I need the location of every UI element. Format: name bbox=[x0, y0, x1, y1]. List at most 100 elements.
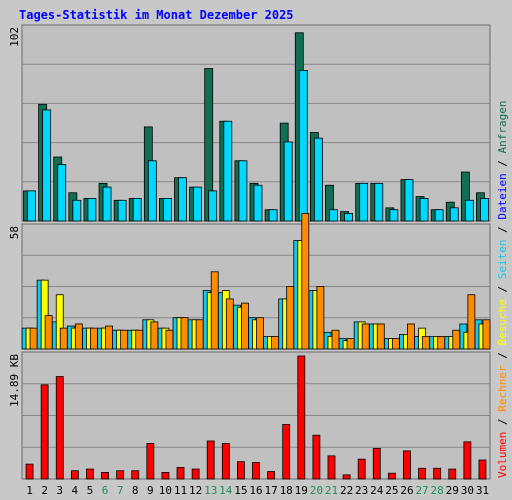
x-tick-label: 15 bbox=[234, 484, 247, 497]
bar-dateien-day-13 bbox=[208, 190, 218, 222]
bar-volumen-day-20 bbox=[312, 434, 321, 480]
bar-volumen-day-7 bbox=[116, 470, 125, 480]
bar-rechner-day-19 bbox=[301, 212, 310, 350]
bar-rechner-day-24 bbox=[376, 323, 385, 350]
bar-rechner-day-6 bbox=[105, 325, 113, 350]
x-tick-label: 6 bbox=[102, 484, 109, 497]
x-tick-label: 3 bbox=[56, 484, 63, 497]
bar-volumen-day-16 bbox=[252, 462, 260, 480]
bar-dateien-day-11 bbox=[178, 177, 187, 222]
bar-dateien-day-14 bbox=[223, 120, 233, 222]
bar-dateien-day-30 bbox=[464, 199, 474, 222]
bar-dateien-day-26 bbox=[404, 179, 414, 222]
bar-volumen-day-17 bbox=[267, 471, 275, 480]
bar-rechner-day-3 bbox=[59, 327, 68, 350]
x-tick-label: 21 bbox=[325, 484, 338, 497]
x-tick-label: 26 bbox=[400, 484, 413, 497]
bar-volumen-day-28 bbox=[433, 467, 442, 480]
bar-dateien-day-3 bbox=[57, 164, 67, 222]
bar-rechner-day-13 bbox=[210, 271, 219, 350]
bar-dateien-day-1 bbox=[27, 190, 36, 222]
bar-rechner-day-22 bbox=[346, 338, 355, 350]
bar-dateien-day-15 bbox=[238, 160, 248, 222]
x-tick-label: 29 bbox=[446, 484, 459, 497]
panel-top bbox=[21, 24, 491, 222]
bar-dateien-day-12 bbox=[193, 186, 203, 222]
bar-besuche-day-2 bbox=[40, 279, 49, 350]
bar-dateien-day-29 bbox=[449, 207, 459, 222]
bar-rechner-day-20 bbox=[316, 286, 325, 350]
x-tick-label: 23 bbox=[355, 484, 368, 497]
y-max-label: 14.89 KB bbox=[8, 354, 21, 407]
legend-dateien: Dateien bbox=[496, 173, 509, 219]
bar-rechner-day-4 bbox=[74, 323, 83, 350]
bar-rechner-day-28 bbox=[437, 336, 446, 350]
bar-rechner-day-9 bbox=[150, 321, 159, 350]
x-tick-label: 2 bbox=[41, 484, 48, 497]
x-tick-label: 20 bbox=[310, 484, 323, 497]
x-tick-label: 9 bbox=[147, 484, 154, 497]
bar-volumen-day-21 bbox=[327, 455, 336, 480]
x-tick-label: 25 bbox=[385, 484, 398, 497]
legend-besuche: Besuche bbox=[496, 299, 509, 345]
x-tick-label: 18 bbox=[280, 484, 293, 497]
x-tick-label: 10 bbox=[159, 484, 172, 497]
legend- /: / bbox=[496, 220, 509, 240]
bar-rechner-day-1 bbox=[29, 327, 38, 350]
bar-dateien-day-22 bbox=[344, 213, 353, 222]
bar-volumen-day-14 bbox=[221, 443, 230, 480]
chart-title: Tages-Statistik im Monat Dezember 2025 bbox=[19, 8, 294, 22]
bar-volumen-day-11 bbox=[176, 467, 185, 480]
panel-middle bbox=[21, 212, 491, 350]
bar-rechner-day-7 bbox=[120, 329, 129, 350]
bar-rechner-day-25 bbox=[391, 338, 400, 350]
bar-volumen-day-12 bbox=[191, 468, 200, 480]
bar-rechner-day-26 bbox=[407, 323, 415, 350]
bar-volumen-day-23 bbox=[357, 458, 366, 480]
bar-volumen-day-15 bbox=[237, 461, 245, 480]
bar-dateien-day-23 bbox=[359, 182, 369, 222]
legend-anfragen: Anfragen bbox=[496, 100, 509, 153]
legend- /: / bbox=[496, 412, 509, 432]
bar-rechner-day-10 bbox=[165, 329, 174, 350]
bar-rechner-day-29 bbox=[452, 329, 461, 350]
bar-rechner-day-18 bbox=[286, 286, 295, 350]
x-tick-label: 30 bbox=[461, 484, 474, 497]
bar-dateien-day-10 bbox=[163, 198, 172, 222]
bar-volumen-day-10 bbox=[161, 471, 170, 480]
x-tick-label: 13 bbox=[204, 484, 217, 497]
bar-rechner-day-23 bbox=[361, 323, 370, 350]
bar-dateien-day-28 bbox=[434, 209, 444, 222]
bar-rechner-day-16 bbox=[256, 317, 264, 350]
bar-dateien-day-24 bbox=[374, 182, 384, 222]
bar-dateien-day-7 bbox=[117, 199, 127, 222]
bar-volumen-day-1 bbox=[25, 463, 34, 480]
x-tick-label: 7 bbox=[117, 484, 124, 497]
bar-volumen-day-2 bbox=[40, 384, 49, 480]
x-tick-label: 8 bbox=[132, 484, 139, 497]
bar-rechner-day-30 bbox=[467, 294, 476, 350]
bar-volumen-day-6 bbox=[101, 471, 109, 480]
bar-volumen-day-5 bbox=[86, 468, 94, 480]
x-tick-label: 12 bbox=[189, 484, 202, 497]
bar-volumen-day-24 bbox=[372, 448, 381, 480]
bar-volumen-day-18 bbox=[282, 424, 291, 480]
legend-rechner: Rechner bbox=[496, 365, 509, 412]
bar-besuche-day-3 bbox=[55, 294, 64, 350]
bar-rechner-day-14 bbox=[225, 298, 234, 350]
x-tick-label: 27 bbox=[415, 484, 428, 497]
bar-dateien-day-17 bbox=[268, 209, 278, 222]
legend-vertical: Volumen / Rechner / Besuche / Seiten / D… bbox=[496, 100, 509, 478]
bar-dateien-day-21 bbox=[329, 209, 338, 222]
x-tick-label: 28 bbox=[431, 484, 444, 497]
bar-dateien-day-20 bbox=[313, 137, 323, 222]
bar-rechner-day-11 bbox=[180, 317, 189, 350]
bar-dateien-day-8 bbox=[132, 198, 142, 222]
x-tick-label: 5 bbox=[87, 484, 94, 497]
bar-rechner-day-15 bbox=[241, 302, 249, 350]
x-tick-label: 19 bbox=[295, 484, 308, 497]
bar-dateien-day-9 bbox=[147, 160, 157, 222]
legend- /: / bbox=[496, 346, 509, 366]
bar-rechner-day-31 bbox=[482, 319, 491, 350]
